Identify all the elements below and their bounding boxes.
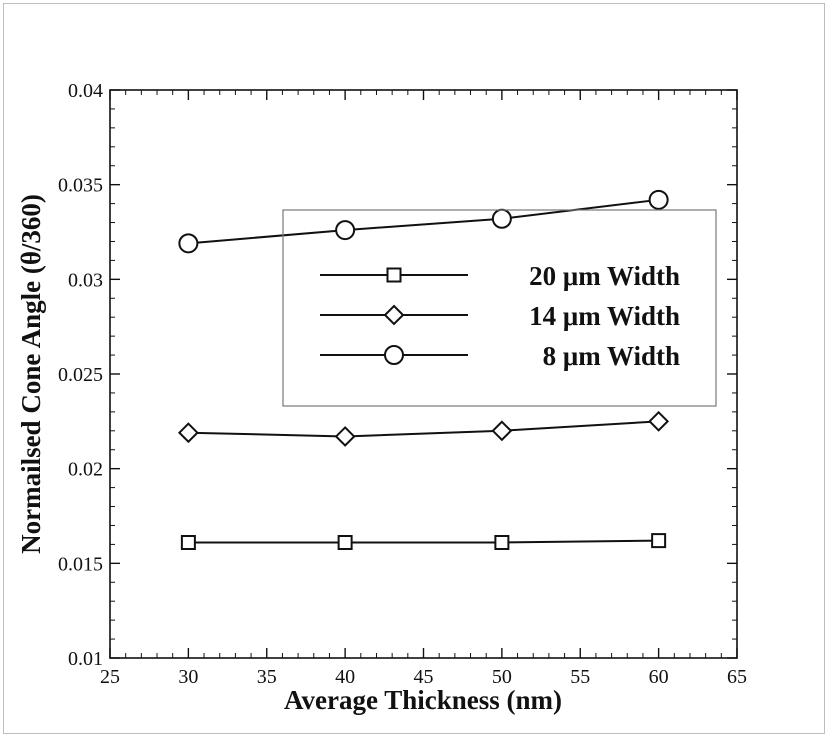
plot-area-frame [109,89,738,659]
legend-marker-circle [384,345,404,365]
y-tick-label: 0.01 [68,648,103,670]
data-point-circle [648,189,669,210]
x-tick-label: 40 [335,666,355,688]
data-point-diamond [491,420,513,442]
y-axis-title: Normailsed Cone Angle (θ/360) [16,194,46,554]
data-point-square [337,535,353,551]
x-tick-label: 50 [492,666,512,688]
legend-label: 20 μm Width [529,261,680,291]
x-tick-label: 35 [257,666,277,688]
x-tick-label: 60 [649,666,669,688]
y-tick-label: 0.02 [68,459,103,481]
data-point-circle [178,233,199,254]
x-tick-label: 45 [414,666,434,688]
x-tick-label: 25 [100,666,120,688]
legend-label: 8 μm Width [543,341,680,371]
series-line-square [188,539,659,544]
legend-marker-square [386,267,402,283]
x-tick-label: 30 [178,666,198,688]
data-point-diamond [334,426,356,447]
data-point-diamond [648,410,670,432]
data-point-circle [335,220,356,241]
y-tick-label: 0.04 [68,80,103,102]
series-layer [177,189,670,551]
y-tick-label: 0.03 [68,269,103,291]
y-tick-label: 0.025 [58,364,103,386]
legend-box [282,209,717,407]
y-tick-label: 0.015 [58,553,103,575]
data-point-diamond [177,422,199,444]
ticks-layer: 25 30 35 40 45 50 55 60 65 0.01 0.015 0.02 0.025 0.03… [58,80,747,688]
series-line-diamond [188,420,659,438]
data-point-square [180,535,196,551]
series-line-circle [188,198,659,245]
legend: 20 μm Width 14 μm Width 8 μm Width [282,209,717,407]
data-point-circle [491,208,512,229]
x-tick-label: 55 [570,666,590,688]
legend-marker-diamond [383,304,405,326]
figure-frame [3,3,825,734]
x-tick-label: 65 [727,666,747,688]
y-tick-label: 0.035 [58,175,103,197]
data-point-square [651,533,667,549]
legend-label: 14 μm Width [529,301,680,331]
legend-items: 20 μm Width 14 μm Width 8 μm Width [320,261,680,371]
data-point-square [494,535,510,551]
x-axis-title: Average Thickness (nm) [284,685,562,715]
